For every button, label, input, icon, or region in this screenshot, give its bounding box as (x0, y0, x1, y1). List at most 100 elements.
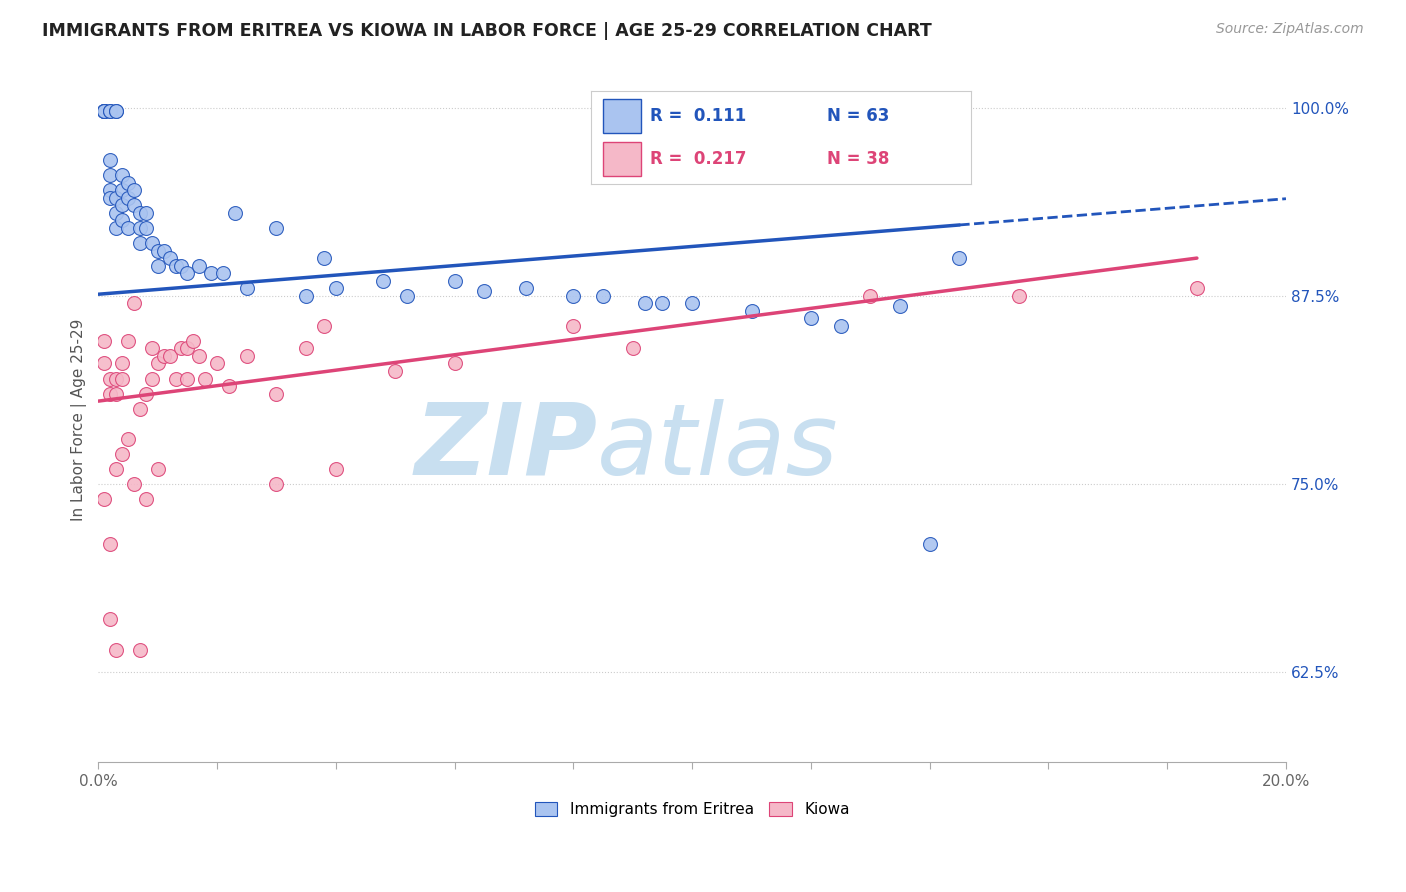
Point (129, 206, 152, 220)
Point (122, 198, 145, 212)
Point (200, 266, 222, 280)
Point (98, 371, 121, 385)
Point (93, 103, 115, 118)
Point (236, 281, 259, 295)
Point (117, 334, 139, 348)
Point (111, 198, 134, 212)
Point (105, 221, 128, 235)
Point (651, 296, 673, 310)
Point (117, 432, 139, 446)
Point (111, 356, 134, 370)
Point (176, 342, 198, 356)
Point (98, 169, 121, 183)
Point (236, 349, 259, 363)
Point (93, 103, 115, 118)
Text: ZIP: ZIP (415, 399, 598, 496)
Point (98, 537, 121, 551)
Point (212, 266, 235, 280)
Point (98, 153, 121, 168)
Point (188, 349, 211, 363)
Point (159, 251, 181, 265)
Point (111, 371, 134, 385)
Point (918, 537, 941, 551)
Point (165, 259, 187, 273)
Point (105, 386, 128, 401)
Point (135, 491, 157, 506)
Point (98, 103, 121, 118)
Point (515, 281, 537, 295)
Point (205, 356, 228, 370)
Point (312, 251, 335, 265)
Point (170, 342, 193, 356)
Point (443, 356, 465, 370)
Point (1008, 289, 1031, 303)
Point (105, 462, 128, 476)
Point (443, 274, 465, 288)
Point (105, 191, 128, 205)
Point (111, 447, 134, 461)
Point (396, 289, 419, 303)
Point (98, 612, 121, 626)
Point (152, 244, 174, 258)
Point (129, 235, 152, 250)
Point (135, 206, 157, 220)
Point (152, 349, 174, 363)
Point (122, 183, 145, 197)
Point (170, 259, 193, 273)
Point (141, 235, 163, 250)
Point (105, 103, 128, 118)
Point (218, 379, 240, 393)
Point (325, 281, 347, 295)
Point (373, 274, 395, 288)
Point (117, 191, 139, 205)
Point (98, 386, 121, 401)
Point (111, 169, 134, 183)
Point (135, 221, 157, 235)
Point (295, 289, 318, 303)
Point (1185, 281, 1208, 295)
Point (183, 334, 205, 348)
Point (105, 103, 128, 118)
Y-axis label: In Labor Force | Age 25-29: In Labor Force | Age 25-29 (72, 318, 87, 521)
Point (224, 206, 246, 220)
Point (93, 356, 115, 370)
Point (633, 296, 655, 310)
Point (129, 642, 152, 657)
Point (472, 284, 495, 298)
Point (621, 342, 644, 356)
Point (325, 462, 347, 476)
Point (135, 386, 157, 401)
Point (266, 386, 288, 401)
Point (562, 289, 585, 303)
Point (159, 349, 181, 363)
Point (188, 259, 211, 273)
Point (93, 491, 115, 506)
Point (889, 299, 911, 313)
Point (122, 477, 145, 491)
Point (93, 334, 115, 348)
Point (122, 296, 145, 310)
Point (141, 371, 163, 385)
Point (146, 462, 169, 476)
Point (98, 183, 121, 197)
Point (105, 642, 128, 657)
Point (129, 221, 152, 235)
Point (117, 176, 139, 190)
Legend: Immigrants from Eritrea, Kiowa: Immigrants from Eritrea, Kiowa (529, 796, 856, 823)
Point (266, 477, 288, 491)
Text: atlas: atlas (598, 399, 839, 496)
Point (146, 259, 169, 273)
Point (146, 244, 169, 258)
Point (93, 103, 115, 118)
Point (146, 356, 169, 370)
Text: IMMIGRANTS FROM ERITREA VS KIOWA IN LABOR FORCE | AGE 25-29 CORRELATION CHART: IMMIGRANTS FROM ERITREA VS KIOWA IN LABO… (42, 22, 932, 40)
Point (830, 318, 852, 333)
Point (176, 266, 198, 280)
Point (384, 364, 406, 378)
Point (800, 311, 823, 326)
Point (98, 103, 121, 118)
Point (111, 183, 134, 197)
Point (948, 251, 970, 265)
Point (859, 289, 882, 303)
Point (98, 191, 121, 205)
